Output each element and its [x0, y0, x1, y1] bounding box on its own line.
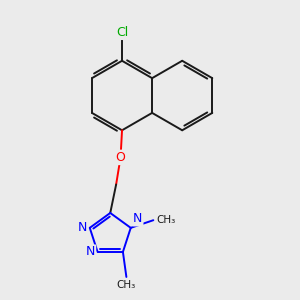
- Text: N: N: [86, 245, 95, 258]
- Text: Cl: Cl: [116, 26, 128, 39]
- Text: CH₃: CH₃: [156, 215, 176, 225]
- Text: CH₃: CH₃: [117, 280, 136, 290]
- Text: N: N: [133, 212, 142, 226]
- Text: O: O: [116, 151, 125, 164]
- Text: N: N: [78, 221, 87, 234]
